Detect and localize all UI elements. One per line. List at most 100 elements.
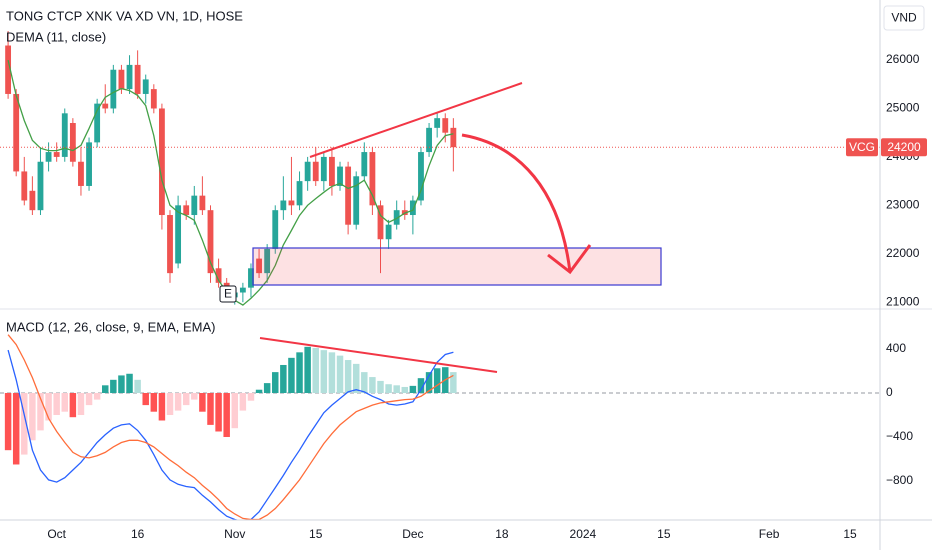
macd-trend-line[interactable] [259,337,498,373]
histogram-bar [118,375,125,394]
last-price-label: 24200 [887,140,921,154]
candle-body [353,176,360,225]
candle-body [158,108,165,216]
candle-body [345,166,352,225]
macd-pane [0,334,880,520]
candle-body [280,200,287,211]
histogram-bar [166,393,174,415]
arrow-head [547,244,592,275]
candle-body [442,118,449,133]
x-tick-label: 15 [657,527,671,541]
candle-body [191,195,198,216]
candle-body [183,205,190,216]
candle-body [426,127,432,153]
histogram-bar [61,393,69,412]
histogram-bar [231,393,239,429]
candle-body [78,161,84,186]
symbol-label: VCG [849,140,875,154]
candle-body [86,142,92,186]
histogram-bar [199,393,206,412]
histogram-bar [401,386,409,394]
candle-body [272,210,279,249]
x-tick-label: 2024 [570,527,597,541]
trend-line[interactable] [309,82,523,158]
histogram-bar [361,372,368,394]
candle-body [126,64,133,90]
histogram-bar [207,393,214,425]
x-tick-label: Dec [402,527,423,541]
candle-body [369,152,376,206]
price-pane [0,30,880,306]
earnings-icon[interactable] [219,285,237,303]
candle-body [256,258,262,274]
y-tick-label: 400 [886,341,906,355]
histogram-bar [417,378,425,394]
candle-body [45,152,52,162]
y-tick-label: −400 [886,429,913,443]
macd-line [7,349,454,520]
histogram-bar [4,393,12,451]
histogram-bar [37,393,44,431]
histogram-bar [182,393,190,406]
x-tick-label: Feb [759,527,780,541]
y-tick-label: 26000 [886,52,920,66]
histogram-bar [191,393,198,400]
histogram-bar [369,377,376,394]
candle-body [69,123,76,162]
candle-body [296,181,303,206]
x-tick-label: 16 [131,527,145,541]
histogram-bar [312,347,319,394]
earnings-icon-label: E [224,287,232,301]
candle-body [102,103,109,109]
candle-body [134,64,141,94]
histogram-bar [174,393,182,411]
candle-body [118,69,125,90]
candle-body [13,93,20,172]
candle-body [29,190,36,211]
histogram-bar [93,393,101,400]
histogram-bar [126,373,133,394]
unit-box[interactable] [883,5,925,31]
candle-body [288,200,295,206]
y-tick-label: 0 [886,385,893,399]
y-tick-label: 22000 [886,246,920,260]
histogram-bar [29,393,36,441]
candle-body [199,195,206,211]
candle-body [239,287,246,293]
histogram-bar [158,393,166,421]
y-tick-label: −800 [886,473,913,487]
last-price-box [881,138,927,157]
histogram-bar [433,368,441,394]
unit-label: VND [891,11,917,25]
candle-body [167,215,173,274]
histogram-bar [385,384,392,394]
candle-body [393,210,400,225]
support-zone[interactable] [252,247,662,286]
candle-body [329,156,335,186]
histogram-bar [409,385,417,394]
histogram-bar [255,389,263,394]
histogram-bar [344,360,352,394]
histogram-bar [377,380,384,394]
candle-body [207,210,214,274]
histogram-bar [393,385,400,394]
x-tick-label: 18 [495,527,509,541]
histogram-bar [336,355,344,394]
candle-body [248,268,254,288]
x-tick-label: 15 [309,527,323,541]
candle-body [450,127,457,148]
histogram-bar [102,385,109,394]
histogram-bar [263,383,271,394]
macd-title: MACD (12, 26, close, 9, EMA, EMA) [6,319,216,334]
candle-body [385,224,392,240]
candle-body [110,69,117,109]
candle-body [94,103,101,143]
candle-body [418,152,424,201]
histogram-bar [450,372,457,394]
candle-body [264,248,271,274]
histogram-bar [53,393,60,415]
arrow-curve[interactable] [461,133,572,273]
candle-body [304,161,311,182]
histogram-bar [296,352,303,394]
x-tick-label: Oct [47,527,66,541]
